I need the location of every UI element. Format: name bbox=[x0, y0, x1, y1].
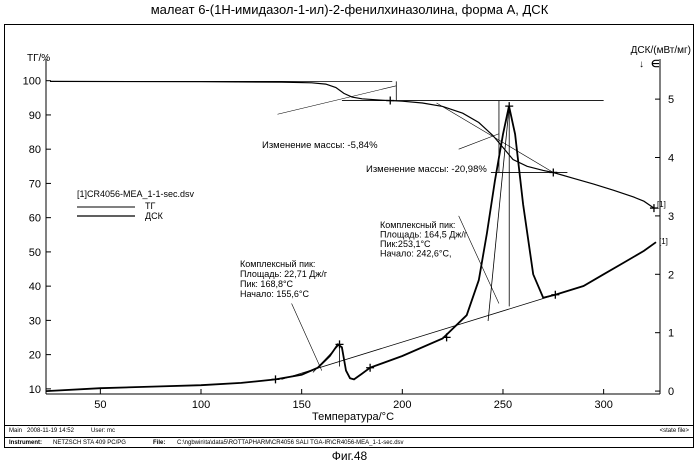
legend-file: [1]CR4056-MEA_1-1-sec.dsv bbox=[77, 189, 195, 199]
chart: 50 100 150 200 250 300 10 20 30 40 50 60 70 80 90 100 0 1… bbox=[23, 45, 691, 423]
dsc-baseline bbox=[281, 294, 556, 380]
annotation-mass-change-1: Изменение массы: -5,84% bbox=[262, 140, 378, 151]
x-tick-label: 300 bbox=[594, 399, 612, 411]
y-right-tick-label: 2 bbox=[668, 269, 674, 281]
tg-step1-leader bbox=[277, 85, 397, 115]
y-right-tick-label: 3 bbox=[668, 211, 674, 223]
tg-step2-tangent bbox=[436, 102, 554, 173]
y-right-tick-label: 4 bbox=[668, 153, 674, 165]
x-tick-label: 150 bbox=[292, 399, 310, 411]
y-right-tick-label: 0 bbox=[668, 386, 674, 398]
dsc-peak1-onset-line bbox=[312, 344, 340, 373]
y-right-tick-label: 5 bbox=[668, 94, 674, 106]
annotation-peak1-line: Комплексный пик: bbox=[240, 259, 315, 269]
footer-instrument: NETZSCH STA 409 PC/PG bbox=[53, 440, 126, 446]
x-tick-label: 50 bbox=[94, 399, 106, 411]
curve-marker bbox=[271, 375, 280, 384]
y-right-axis-symbol: ∈ bbox=[651, 59, 660, 70]
y-left-tick-label: 30 bbox=[29, 315, 41, 327]
y-right-tick-label: 1 bbox=[668, 328, 674, 340]
curve-marker bbox=[366, 363, 375, 372]
footer-instrument-label: Instrument: bbox=[9, 440, 42, 446]
dsc-peak1-leader bbox=[291, 303, 323, 371]
x-tick-label: 200 bbox=[393, 399, 411, 411]
footer-status-line: Main 2008-11-19 14:52 User: mc <state fi… bbox=[4, 426, 694, 437]
y-left-axis-label: ТГ/% bbox=[27, 53, 50, 64]
annotation-peak2-line: Пик:253,1°C bbox=[380, 239, 431, 249]
y-left-tick-label: 70 bbox=[29, 178, 41, 190]
annotation-peak1-line: Начало: 155,6°C bbox=[240, 289, 309, 299]
annotation-peak2-line: Начало: 242,6°C, bbox=[380, 249, 451, 259]
y-left-tick-label: 10 bbox=[29, 384, 41, 396]
curve-marker bbox=[551, 290, 560, 299]
annotation-peak1-line: Площадь: 22,71 Дж/г bbox=[240, 269, 328, 279]
curve-marker bbox=[649, 204, 658, 213]
y-left-tick-label: 100 bbox=[23, 76, 41, 88]
footer-user: User: mc bbox=[91, 428, 115, 434]
curve-marker bbox=[505, 102, 514, 111]
footer-date: 2008-11-19 14:52 bbox=[27, 428, 74, 434]
chart-frame: 50 100 150 200 250 300 10 20 30 40 50 60 70 80 90 100 0 1… bbox=[4, 24, 694, 426]
tg-end-label: [1] bbox=[657, 200, 666, 209]
curve-marker bbox=[442, 333, 451, 342]
y-right-axis-label: ДСК/(мВт/мг) bbox=[631, 45, 691, 56]
y-left-tick-label: 50 bbox=[29, 247, 41, 259]
page-title: малеат 6-(1Н-имидазол-1-ил)-2-фенилхиназ… bbox=[150, 2, 549, 17]
figure-caption: Фиг.48 bbox=[331, 449, 368, 463]
footer-state-file: <state file> bbox=[659, 428, 689, 434]
annotation-mass-change-2: Изменение массы: -20,98% bbox=[366, 164, 487, 175]
y-left-tick-label: 90 bbox=[29, 110, 41, 122]
x-tick-label: 100 bbox=[192, 399, 210, 411]
tg-step2-leader bbox=[458, 133, 500, 150]
annotation-peak2-line: Площадь: 164,5 Дж/г bbox=[380, 230, 468, 240]
dsc-peak2-leader bbox=[458, 215, 500, 304]
footer-instrument-line: Instrument: NETZSCH STA 409 PC/PG File: … bbox=[4, 437, 694, 448]
x-tick-label: 250 bbox=[494, 399, 512, 411]
y-left-tick-label: 80 bbox=[29, 144, 41, 156]
footer-file-label: File: bbox=[153, 440, 166, 446]
y-left-tick-label: 60 bbox=[29, 213, 41, 225]
curve-marker bbox=[335, 340, 344, 349]
legend-entry-dsc: ДСК bbox=[145, 211, 164, 221]
x-axis-label: Температура/°C bbox=[312, 411, 394, 423]
legend-entry-tg: ТГ bbox=[145, 201, 155, 211]
y-left-tick-label: 40 bbox=[29, 281, 41, 293]
dsc-peak2-onset-line bbox=[487, 106, 510, 322]
series-line-tg bbox=[49, 80, 655, 209]
footer-file: C:\ngbwin\ta\data5\ROTTAPHARM\CR4056 SAL… bbox=[177, 440, 404, 446]
curve-marker bbox=[386, 96, 395, 105]
curve-marker bbox=[549, 168, 558, 177]
y-left-tick-label: 20 bbox=[29, 350, 41, 362]
annotation-peak2-line: Комплексный пик: bbox=[380, 220, 455, 230]
dsc-end-label: [1] bbox=[659, 237, 668, 246]
footer-main-label: Main bbox=[9, 428, 23, 434]
annotation-peak1-line: Пик: 168,8°C bbox=[240, 279, 294, 289]
y-right-axis-arrow: ↓ bbox=[639, 59, 644, 70]
